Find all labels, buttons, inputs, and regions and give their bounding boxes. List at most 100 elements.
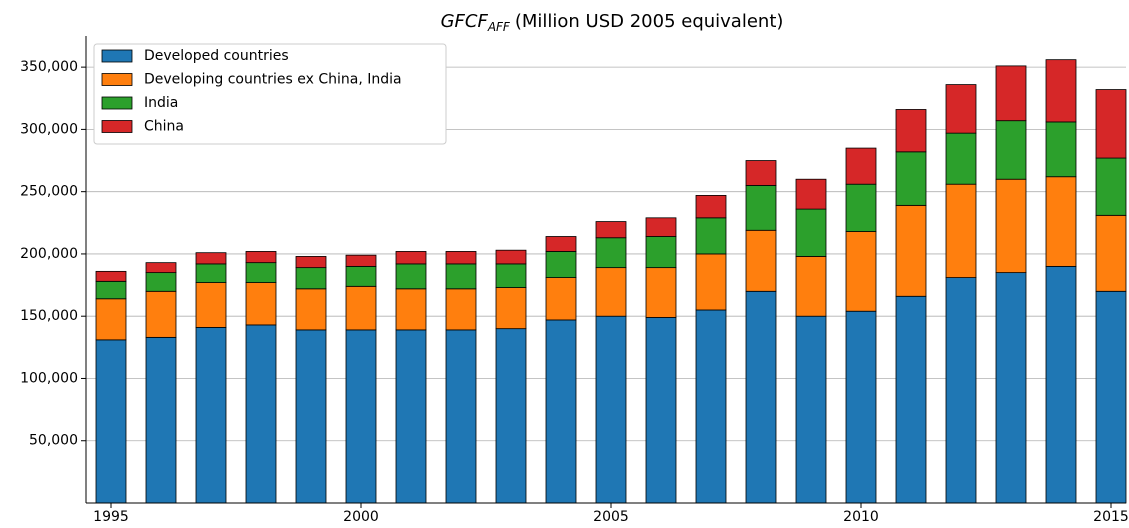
bar-segment [495, 249, 527, 265]
bar-segment [395, 263, 427, 290]
bar-segment [945, 132, 977, 185]
legend-box [93, 43, 447, 145]
bar-segment [595, 267, 627, 317]
bar-segment [395, 288, 427, 331]
bar-segment [1045, 176, 1077, 267]
bar-segment [295, 267, 327, 290]
bar-segment [345, 265, 377, 287]
bar-segment [695, 195, 727, 219]
bar-segment [545, 236, 577, 252]
legend-label: Developing countries ex China, India [144, 72, 402, 88]
bar-segment [645, 217, 677, 237]
bar-segment [495, 328, 527, 504]
bar-segment [95, 298, 127, 341]
bar-segment [195, 263, 227, 283]
bar-segment [1095, 89, 1127, 159]
bar-segment [545, 277, 577, 321]
bar-segment [345, 329, 377, 504]
x-tick-label: 2005 [593, 509, 629, 524]
bar-segment [345, 254, 377, 267]
bar-segment [395, 329, 427, 504]
legend-swatch [101, 120, 133, 133]
y-tick-label: 300,000 [20, 121, 78, 137]
bar-segment [245, 251, 277, 264]
y-tick-label: 250,000 [20, 184, 78, 200]
bar-segment [895, 295, 927, 504]
bar-segment [445, 251, 477, 265]
bar-segment [845, 310, 877, 504]
bar-segment [745, 185, 777, 231]
bar-segment [195, 327, 227, 504]
bar-segment [145, 262, 177, 274]
bar-segment [995, 65, 1027, 122]
y-tick-label: 350,000 [20, 59, 78, 75]
bar-segment [545, 319, 577, 504]
bar-segment [195, 252, 227, 265]
bar-segment [1095, 214, 1127, 292]
title-rest: (Million USD 2005 equivalent) [515, 11, 784, 32]
bar-segment [595, 237, 627, 269]
bar-segment [95, 339, 127, 504]
bar-segment [95, 270, 127, 282]
bar-segment [845, 231, 877, 312]
bar-segment [745, 229, 777, 292]
bar-segment [895, 109, 927, 153]
bar-segment [1045, 59, 1077, 123]
legend-swatch [101, 49, 133, 63]
bar-segment [395, 251, 427, 265]
bar-segment [145, 290, 177, 338]
y-tick-label: 200,000 [20, 246, 78, 262]
bar-segment [795, 256, 827, 317]
title-subscript: AFF [487, 20, 511, 34]
bar-segment [595, 221, 627, 239]
bar-segment [995, 120, 1027, 180]
bar-segment [645, 317, 677, 504]
bar-segment [245, 324, 277, 504]
bar-segment [695, 309, 727, 504]
y-tick-label: 150,000 [20, 308, 78, 324]
bar-segment [795, 208, 827, 257]
bar-segment [245, 262, 277, 283]
bar-segment [595, 315, 627, 504]
bar-segment [795, 178, 827, 210]
legend-swatch [101, 73, 133, 86]
bar-segment [445, 263, 477, 290]
bar-segment [645, 267, 677, 318]
bar-segment [295, 288, 327, 331]
chart-title: GFCFAFF (Million USD 2005 equivalent) [441, 11, 784, 34]
bar-segment [945, 183, 977, 278]
bar-segment [995, 272, 1027, 504]
bar-segment [695, 253, 727, 311]
x-tick-label: 2015 [1093, 509, 1129, 524]
title-main: GFCF [441, 11, 489, 32]
bar-segment [1095, 157, 1127, 216]
legend-label: China [144, 119, 184, 135]
bar-segment [245, 282, 277, 326]
bar-segment [845, 147, 877, 185]
x-tick-label: 2000 [343, 509, 379, 524]
bar-segment [195, 282, 227, 328]
bar-segment [745, 290, 777, 504]
legend-swatch [101, 96, 133, 110]
y-tick-label: 50,000 [29, 433, 78, 449]
bar-segment [445, 329, 477, 504]
bar-segment [495, 287, 527, 330]
bar-segment [895, 204, 927, 297]
x-tick-label: 1995 [93, 509, 129, 524]
bar-segment [945, 277, 977, 504]
legend-label: Developed countries [144, 48, 289, 64]
bar-segment [795, 315, 827, 504]
bar-segment [145, 336, 177, 504]
bar-segment [445, 288, 477, 331]
bar-segment [1045, 121, 1077, 178]
x-tick-label: 2010 [843, 509, 879, 524]
y-tick-label: 100,000 [20, 370, 78, 386]
bar-segment [995, 178, 1027, 274]
bar-segment [95, 280, 127, 300]
bar-segment [345, 285, 377, 331]
bar-segment [645, 236, 677, 269]
legend-label: India [144, 95, 178, 111]
bar-segment [745, 160, 777, 186]
bar-segment [295, 256, 327, 269]
